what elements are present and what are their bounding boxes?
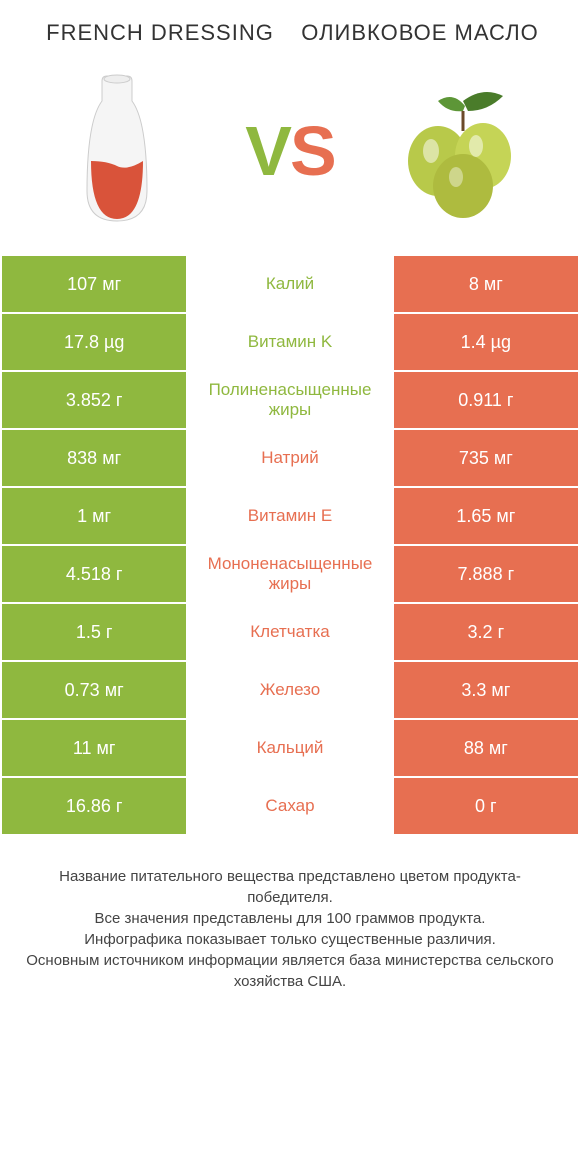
vs-letter-v: V [245,112,290,190]
right-value: 1.4 µg [394,314,578,370]
table-row: 107 мгКалий8 мг [2,256,578,314]
nutrient-label: Полиненасыщенные жиры [186,372,393,428]
table-row: 11 мгКальций88 мг [2,720,578,778]
right-title: ОЛИВКОВОЕ МАСЛО [290,20,550,46]
nutrient-label: Натрий [186,430,393,486]
right-value: 8 мг [394,256,578,312]
footer-line-2: Все значения представлены для 100 граммо… [20,908,560,929]
olives-icon [393,81,533,221]
right-value: 7.888 г [394,546,578,602]
table-row: 4.518 гМононенасыщенные жиры7.888 г [2,546,578,604]
vs-label: VS [203,66,376,236]
left-title: FRENCH DRESSING [30,20,290,46]
right-value: 735 мг [394,430,578,486]
table-row: 838 мгНатрий735 мг [2,430,578,488]
right-value: 3.3 мг [394,662,578,718]
left-value: 1.5 г [2,604,186,660]
nutrient-label: Сахар [186,778,393,834]
left-value: 1 мг [2,488,186,544]
comparison-table: 107 мгКалий8 мг17.8 µgВитамин K1.4 µg3.8… [0,256,580,836]
table-row: 16.86 гСахар0 г [2,778,578,836]
table-row: 3.852 гПолиненасыщенные жиры0.911 г [2,372,578,430]
nutrient-label: Калий [186,256,393,312]
nutrient-label: Мононенасыщенные жиры [186,546,393,602]
left-value: 3.852 г [2,372,186,428]
header-left: FRENCH DRESSING [30,20,290,46]
right-value: 3.2 г [394,604,578,660]
table-row: 0.73 мгЖелезо3.3 мг [2,662,578,720]
right-value: 0 г [394,778,578,834]
footer-line-1: Название питательного вещества представл… [20,866,560,908]
vs-letter-s: S [290,112,335,190]
table-row: 1.5 гКлетчатка3.2 г [2,604,578,662]
right-value: 88 мг [394,720,578,776]
header-right: ОЛИВКОВОЕ МАСЛО [290,20,550,46]
left-value: 16.86 г [2,778,186,834]
french-dressing-icon [67,71,167,231]
left-value: 838 мг [2,430,186,486]
footer-line-3: Инфографика показывает только существенн… [20,929,560,950]
left-value: 4.518 г [2,546,186,602]
nutrient-label: Витамин E [186,488,393,544]
images-row: VS [0,56,580,256]
nutrient-label: Клетчатка [186,604,393,660]
right-value: 1.65 мг [394,488,578,544]
table-row: 17.8 µgВитамин K1.4 µg [2,314,578,372]
nutrient-label: Витамин K [186,314,393,370]
left-value: 107 мг [2,256,186,312]
header-row: FRENCH DRESSING ОЛИВКОВОЕ МАСЛО [0,0,580,56]
left-image [30,66,203,236]
nutrient-label: Кальций [186,720,393,776]
left-value: 17.8 µg [2,314,186,370]
table-row: 1 мгВитамин E1.65 мг [2,488,578,546]
left-value: 0.73 мг [2,662,186,718]
nutrient-label: Железо [186,662,393,718]
footer-line-4: Основным источником информации является … [20,950,560,992]
footer-notes: Название питательного вещества представл… [0,836,580,1012]
right-value: 0.911 г [394,372,578,428]
left-value: 11 мг [2,720,186,776]
right-image [377,66,550,236]
